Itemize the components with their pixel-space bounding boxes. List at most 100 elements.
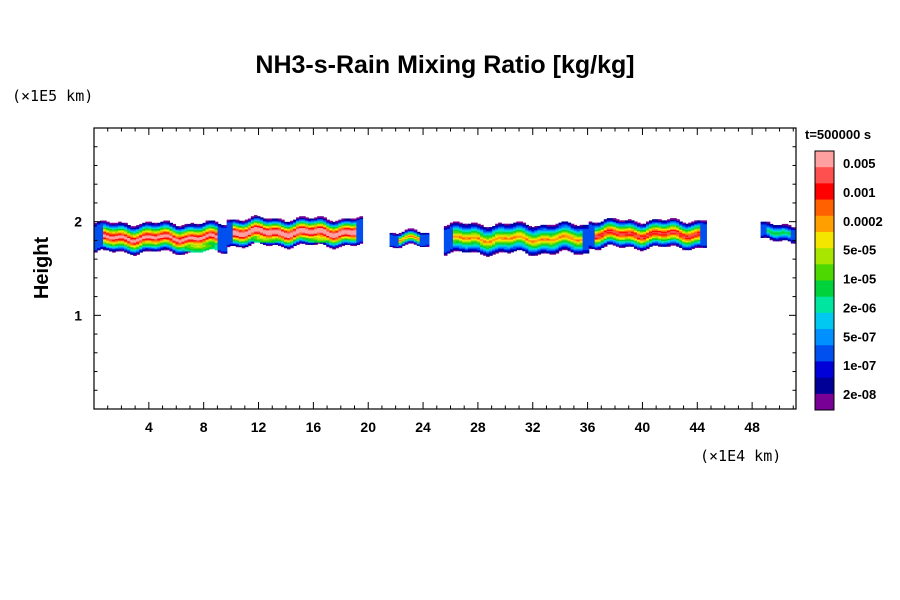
heatmap-cell <box>489 247 493 250</box>
heatmap-cell <box>685 231 689 234</box>
heatmap-cell <box>486 228 490 230</box>
heatmap-cell <box>516 239 520 242</box>
heatmap-cell <box>130 247 134 250</box>
heatmap-cell <box>468 238 472 241</box>
heatmap-cell <box>287 243 291 245</box>
heatmap-cell <box>118 246 122 249</box>
heatmap-cell <box>555 238 560 241</box>
heatmap-cell <box>247 229 252 232</box>
heatmap-cell <box>452 225 457 228</box>
heatmap-cell <box>284 227 288 230</box>
heatmap-cell <box>537 225 542 228</box>
heatmap-cell <box>241 231 246 234</box>
heatmap-cell <box>630 223 635 226</box>
heatmap-cell <box>157 225 161 227</box>
heatmap-cell <box>573 236 578 238</box>
heatmap-cell <box>465 234 469 237</box>
heatmap-cell <box>106 221 110 224</box>
heatmap-cell <box>766 230 771 233</box>
heatmap-cell <box>187 236 192 238</box>
heatmap-cell <box>519 229 523 232</box>
heatmap-cell <box>302 218 306 221</box>
heatmap-cell <box>184 229 189 232</box>
heatmap-cell <box>259 228 264 231</box>
heatmap-cell <box>612 236 617 238</box>
heatmap-cell <box>676 239 680 242</box>
heatmap-cell <box>564 240 569 243</box>
heatmap-cell <box>241 230 246 233</box>
heatmap-cell <box>537 236 542 238</box>
heatmap-cell <box>564 232 569 235</box>
heatmap-cell <box>778 227 783 230</box>
heatmap-cell <box>329 238 333 241</box>
heatmap-cell <box>582 251 587 254</box>
colorbar-label: 2e-08 <box>843 387 876 402</box>
heatmap-cell <box>133 235 137 237</box>
heatmap-cell <box>220 240 225 243</box>
heatmap-cell <box>633 229 638 232</box>
heatmap-cell <box>501 233 505 236</box>
heatmap-cell <box>507 224 511 227</box>
heatmap-cell <box>468 229 472 232</box>
colorbar-swatch <box>815 215 834 233</box>
heatmap-cell <box>172 232 177 235</box>
heatmap-cell <box>600 234 605 237</box>
heatmap-cell <box>139 234 143 236</box>
heatmap-cell <box>244 228 249 231</box>
heatmap-cell <box>265 237 270 240</box>
heatmap-cell <box>793 229 796 232</box>
heatmap-cell <box>667 234 671 237</box>
heatmap-cell <box>187 228 192 231</box>
heatmap-cell <box>531 232 535 235</box>
heatmap-cell <box>667 239 671 242</box>
heatmap-cell <box>462 250 466 253</box>
heatmap-cell <box>474 231 478 234</box>
heatmap-cell <box>97 221 101 224</box>
heatmap-cell <box>531 252 535 255</box>
heatmap-cell <box>392 244 397 246</box>
heatmap-cell <box>163 230 167 233</box>
heatmap-cell <box>199 228 204 231</box>
heatmap-cell <box>350 231 355 234</box>
heatmap-cell <box>778 229 783 232</box>
heatmap-cell <box>97 237 101 240</box>
heatmap-cell <box>624 238 629 241</box>
heatmap-cell <box>703 245 707 247</box>
heatmap-cell <box>265 218 270 221</box>
heatmap-cell <box>332 234 336 236</box>
heatmap-cell <box>639 233 644 236</box>
heatmap-cell <box>407 228 412 231</box>
heatmap-cell <box>618 234 623 237</box>
heatmap-cell <box>480 228 484 230</box>
heatmap-cell <box>425 241 430 244</box>
heatmap-cell <box>763 227 768 230</box>
heatmap-cell <box>344 231 348 234</box>
heatmap-cell <box>609 234 614 237</box>
heatmap-cell <box>311 243 315 245</box>
heatmap-cell <box>235 235 240 238</box>
heatmap-cell <box>452 233 457 236</box>
heatmap-cell <box>284 245 288 248</box>
heatmap-cell <box>760 226 765 228</box>
heatmap-cell <box>314 235 318 238</box>
heatmap-cell <box>145 234 149 236</box>
heatmap-cell <box>265 222 270 225</box>
heatmap-cell <box>652 240 656 243</box>
heatmap-cell <box>600 222 605 225</box>
x-tick-label: 44 <box>689 419 705 435</box>
heatmap-cell <box>175 240 180 243</box>
heatmap-cell <box>157 229 161 232</box>
heatmap-cell <box>561 245 566 247</box>
heatmap-cell <box>778 232 783 235</box>
heatmap-cell <box>317 229 321 232</box>
heatmap-cell <box>97 244 101 246</box>
heatmap-cell <box>193 232 198 235</box>
heatmap-cell <box>311 242 315 244</box>
heatmap-cell <box>166 239 171 242</box>
heatmap-cell <box>305 243 309 245</box>
heatmap-cell <box>115 236 119 238</box>
heatmap-cell <box>597 237 602 239</box>
heatmap-cell <box>763 235 768 237</box>
heatmap-cell <box>130 245 134 247</box>
heatmap-cell <box>510 225 514 228</box>
